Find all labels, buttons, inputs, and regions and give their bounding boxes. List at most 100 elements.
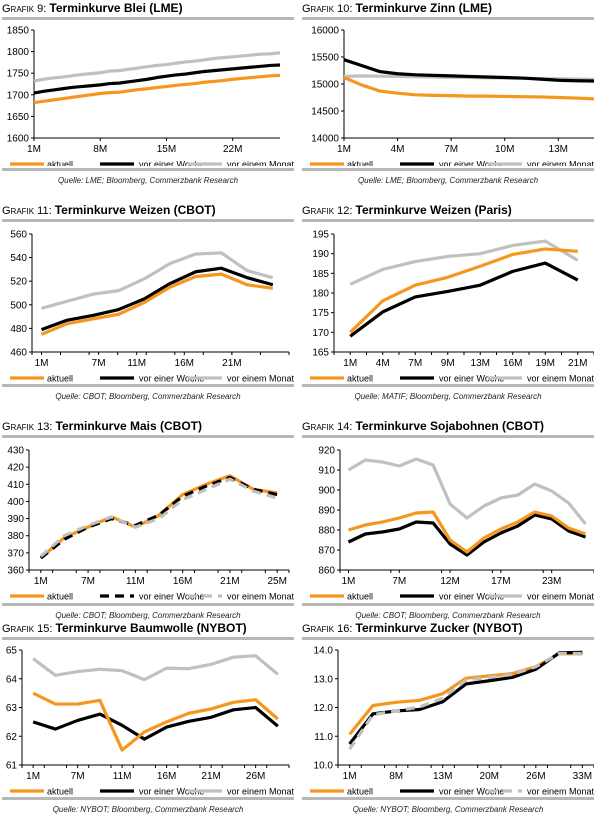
- series-line-woche: [33, 63, 281, 95]
- chart-source: Quelle: NYBOT; Bloomberg, Commerzbank Re…: [52, 805, 244, 814]
- chart-svg: 460 480 500 520 540 560 1M 7M 11M 16M 21M aktuell vo…: [10, 230, 294, 383]
- chart-svg: 360 370 380 390 400 410 420 430 1M 7M 11M 16M 21M 25M…: [7, 446, 294, 602]
- legend-label: aktuell: [47, 374, 73, 383]
- series-line-aktuell: [349, 247, 578, 334]
- y-tick-label: 920: [318, 446, 335, 457]
- x-tick-label: 1M: [35, 358, 49, 369]
- y-tick-label: 175: [312, 308, 329, 319]
- series-line-woche: [40, 266, 274, 332]
- y-tick-label: 12.0: [314, 703, 334, 714]
- y-tick-label: 460: [10, 348, 27, 359]
- chart-title-text: Terminkurve Weizen (Paris): [355, 203, 512, 217]
- y-tick-label: 910: [318, 466, 335, 477]
- y-tick-label: 10.0: [314, 761, 334, 772]
- chart-prefix: Grafik 9:: [2, 3, 47, 15]
- series-line-monat: [349, 239, 579, 286]
- series-line-woche: [347, 513, 587, 557]
- chart-svg: 10.0 11.0 12.0 13.0 14.0 1M 8M 13M 20M 26M 33M aktu…: [310, 646, 594, 795]
- chart-title-text: Terminkurve Sojabohnen (CBOT): [355, 419, 544, 433]
- chart-title-text: Terminkurve Zinn (LME): [355, 1, 492, 15]
- legend-label: vor einer Woche: [439, 160, 504, 167]
- title-rule: [2, 17, 294, 20]
- y-tick-label: 900: [318, 486, 335, 497]
- y-tick-label: 360: [7, 566, 24, 577]
- y-tick-label: 62: [6, 732, 18, 743]
- x-tick-label: 13M: [471, 358, 490, 369]
- chart-title-text: Terminkurve Mais (CBOT): [55, 419, 203, 433]
- y-tick-label: 1850: [7, 26, 30, 37]
- y-tick-label: 890: [318, 506, 335, 517]
- y-tick-label: 195: [312, 230, 329, 241]
- y-tick-label: 1750: [7, 69, 30, 80]
- legend-label: aktuell: [47, 592, 73, 602]
- series-line-woche: [32, 705, 279, 741]
- x-tick-label: 21M: [201, 771, 220, 782]
- x-tick-label: 7M: [92, 358, 106, 369]
- legend-label: vor einem Monat: [227, 160, 294, 167]
- y-tick-label: 430: [7, 446, 24, 457]
- chart-title: Grafik 13: Terminkurve Mais (CBOT): [2, 419, 294, 434]
- y-tick-label: 64: [6, 674, 18, 685]
- y-tick-label: 14500: [311, 107, 339, 118]
- x-tick-label: 13M: [549, 144, 568, 155]
- chart-source: Quelle: MATIF; Bloomberg, Commerzbank Re…: [354, 392, 542, 401]
- x-tick-label: 23M: [542, 576, 561, 587]
- y-tick-label: 380: [7, 531, 24, 542]
- legend-label: aktuell: [47, 160, 73, 167]
- y-tick-label: 860: [318, 566, 335, 577]
- chart-source: Quelle: CBOT; Bloomberg, Commerzbank Res…: [55, 392, 241, 401]
- x-tick-label: 16M: [157, 771, 176, 782]
- chart-title-text: Terminkurve Zucker (NYBOT): [355, 621, 523, 635]
- chart-source: Quelle: CBOT; Bloomberg, Commerzbank Res…: [355, 611, 541, 620]
- chart-panel-g12: Grafik 12: Terminkurve Weizen (Paris) 16…: [302, 204, 594, 402]
- legend-label: aktuell: [347, 160, 373, 167]
- chart-title-text: Terminkurve Baumwolle (NYBOT): [55, 621, 247, 635]
- title-rule: [302, 17, 594, 20]
- x-tick-label: 12M: [440, 576, 459, 587]
- x-tick-label: 7M: [71, 771, 85, 782]
- chart-title-text: Terminkurve Blei (LME): [49, 1, 183, 15]
- chart-panel-g9: Grafik 9: Terminkurve Blei (LME) 1600 165…: [2, 2, 294, 186]
- y-tick-label: 880: [318, 526, 335, 537]
- series-line-aktuell: [39, 474, 278, 560]
- chart-prefix: Grafik 13:: [2, 421, 53, 433]
- x-tick-label: 22M: [223, 144, 242, 155]
- chart-panel-g13: Grafik 13: Terminkurve Mais (CBOT) 360 37…: [2, 420, 294, 621]
- x-tick-label: 7M: [444, 144, 458, 155]
- chart-source: Quelle: LME; Bloomberg, Commerzbank Rese…: [357, 176, 539, 185]
- x-tick-label: 26M: [526, 771, 545, 782]
- series-line-woche: [349, 261, 579, 338]
- y-tick-label: 61: [6, 761, 18, 772]
- legend-rule: [2, 384, 294, 387]
- legend-rule: [2, 168, 294, 171]
- x-tick-label: 33M: [573, 771, 592, 782]
- title-rule: [2, 435, 294, 438]
- chart-panel-g14: Grafik 14: Terminkurve Sojabohnen (CBOT)…: [302, 420, 594, 621]
- chart-prefix: Grafik 10:: [302, 3, 353, 15]
- chart-source: Quelle: CBOT; Bloomberg, Commerzbank Res…: [55, 611, 241, 620]
- legend-label: vor einer Woche: [439, 374, 504, 383]
- chart-panel-g11: Grafik 11: Terminkurve Weizen (CBOT) 460…: [2, 204, 294, 402]
- series-line-aktuell: [348, 510, 587, 554]
- legend-label: vor einer Woche: [139, 592, 204, 602]
- y-tick-label: 180: [312, 289, 329, 300]
- series-line-woche: [39, 475, 278, 560]
- y-tick-label: 1800: [7, 47, 30, 58]
- legend-label: vor einem Monat: [227, 787, 294, 796]
- x-tick-label: 1M: [34, 576, 48, 587]
- y-tick-label: 185: [312, 269, 329, 280]
- legend-label: vor einer Woche: [139, 374, 204, 383]
- chart-svg: 165 170 175 180 185 190 195 1M 4M 7M 9M 13M 16M 19M 21…: [310, 230, 594, 383]
- y-tick-label: 15500: [311, 53, 339, 64]
- x-tick-label: 15M: [157, 144, 176, 155]
- series-line-woche: [343, 58, 594, 83]
- y-tick-label: 190: [312, 249, 329, 260]
- chart-title: Grafik 15: Terminkurve Baumwolle (NYBOT): [2, 621, 294, 636]
- chart-source: Quelle: NYBOT; Bloomberg, Commerzbank Re…: [352, 805, 544, 814]
- legend-rule: [302, 168, 594, 171]
- chart-prefix: Grafik 15:: [2, 623, 53, 635]
- x-tick-label: 26M: [246, 771, 265, 782]
- y-tick-label: 13.0: [314, 674, 334, 685]
- series-line-monat: [32, 654, 279, 682]
- x-tick-label: 1M: [343, 771, 357, 782]
